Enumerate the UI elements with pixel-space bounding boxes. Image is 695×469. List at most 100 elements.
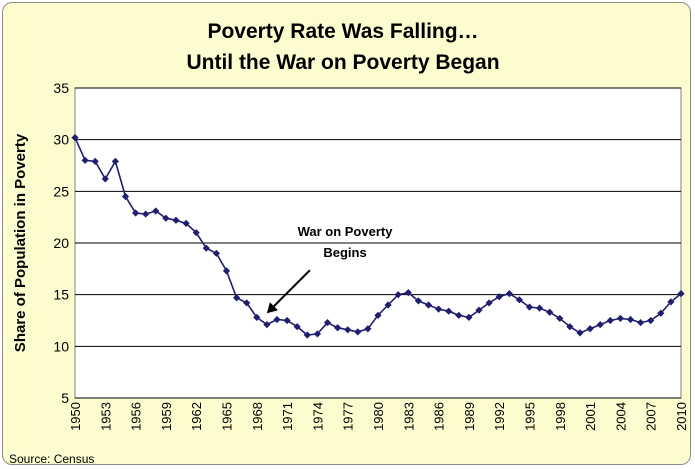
x-tick-label: 1962 [189,402,204,431]
data-point [566,323,574,331]
data-point [586,325,594,333]
x-tick-label: 2010 [674,402,689,431]
data-point [606,316,614,325]
data-point [475,306,483,314]
data-point [132,209,140,217]
data-point [334,324,342,332]
data-point [374,311,382,319]
data-point [162,214,170,222]
data-point [71,134,79,142]
annotation-arrow-head [266,302,278,314]
x-tick-label: 1986 [432,402,447,431]
data-point [455,311,463,319]
x-tick-label: 1953 [98,402,113,431]
annotation-line-2: Begins [323,245,366,260]
y-tick-label: 25 [53,183,69,199]
data-point [212,249,220,257]
data-point [465,313,473,321]
x-tick-label: 1983 [401,402,416,431]
x-tick-label: 1959 [159,402,174,431]
data-point [142,210,150,218]
data-point [81,156,89,164]
gridlines [75,87,681,399]
data-point [384,301,392,309]
x-tick-label: 1998 [553,402,568,431]
x-tick-label: 2001 [583,402,598,431]
x-tick-label: 1977 [341,402,356,431]
data-point [101,175,109,183]
data-point [283,316,291,325]
data-point [515,296,523,304]
y-tick-labels: 5 10 15 20 25 30 35 [53,80,69,406]
y-tick-label: 10 [53,338,69,354]
annotation-arrow-shaft [271,269,311,309]
data-point [677,290,685,298]
data-point [485,299,493,307]
x-tick-label: 1995 [523,402,538,431]
data-point [525,303,534,311]
data-point [637,318,645,327]
data-point [404,289,412,297]
y-tick-label: 35 [53,80,69,96]
data-point [313,330,321,338]
data-point [616,314,624,323]
x-tick-labels: 1950 1953 1956 1959 1962 1965 1968 1971 1974 1977… [68,402,689,431]
data-point [435,305,443,313]
data-point [505,290,513,298]
data-point [626,315,635,324]
data-point [647,316,655,325]
y-tick-label: 15 [53,287,69,303]
data-point [293,323,301,331]
y-axis-label: Share of Population in Poverty [12,133,29,352]
y-tick-label: 5 [61,390,69,406]
data-point [152,207,160,215]
x-tick-label: 2004 [613,402,628,431]
data-point [414,297,422,305]
data-point [91,157,99,165]
data-point [354,328,362,336]
data-point [253,313,261,321]
source-note: Source: Census [9,452,94,466]
x-tick-label: 1968 [250,402,265,431]
data-point [445,307,453,315]
x-tick-label: 1980 [371,402,386,431]
data-point [303,331,311,339]
data-point [596,321,604,329]
x-tick-label: 1950 [68,402,83,431]
data-point [657,309,665,317]
annotation-line-1: War on Poverty [298,224,394,239]
data-point [263,321,271,329]
data-point [172,216,180,224]
x-tick-label: 1971 [280,402,295,431]
data-point [556,314,564,323]
data-point [111,157,119,165]
data-point [222,267,231,275]
x-tick-label: 1974 [310,402,325,431]
data-point [344,326,352,334]
data-point [121,192,130,201]
data-point [394,291,402,299]
annotation: War on Poverty Begins [266,224,394,314]
x-tick-label: 2007 [644,402,659,431]
data-point [576,329,584,337]
data-point [243,299,251,307]
data-point [202,244,210,252]
x-tick-label: 1956 [129,402,144,431]
chart-title-line-1: Poverty Rate Was Falling… [207,20,478,43]
data-point [667,298,675,306]
x-tick-label: 1989 [462,402,477,431]
data-point [536,304,544,312]
series-group [71,134,685,339]
data-point [192,229,200,237]
chart-title-line-2: Until the War on Poverty Began [186,51,499,74]
data-point [495,293,503,301]
y-tick-label: 30 [53,132,69,148]
data-point [273,315,281,324]
x-tick-label: 1992 [492,402,507,431]
data-point [182,219,190,227]
data-point [546,308,554,316]
y-tick-label: 20 [53,235,69,251]
data-point [323,318,332,327]
data-point [364,325,372,333]
